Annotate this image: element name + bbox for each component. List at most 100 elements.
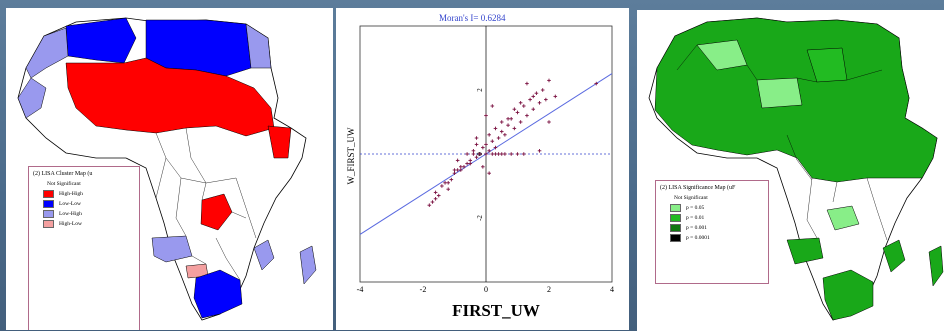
region-p05-central (826, 205, 860, 231)
legend-label: Not Significant (674, 195, 708, 201)
legend-swatch (670, 224, 681, 232)
x-tick-labels: -4 -2 0 2 4 (357, 285, 614, 294)
y-tick-label: 0 (476, 152, 484, 156)
legend-item-low-low: Low-Low (43, 199, 139, 209)
data-point (518, 120, 523, 124)
data-point (499, 152, 504, 156)
data-point (525, 81, 529, 86)
x-tick-label: -2 (420, 285, 427, 294)
data-point (594, 81, 599, 86)
data-point (496, 152, 501, 156)
legend-label: p = 0.01 (686, 215, 705, 221)
data-point (474, 142, 479, 147)
region-low-low-northwest (65, 17, 137, 64)
significance-legend: (2) LISA Significance Map (uF Not Signif… (655, 180, 769, 284)
data-point (522, 152, 526, 156)
data-point (515, 152, 520, 156)
data-point (459, 165, 463, 169)
data-point (474, 155, 479, 159)
data-point (468, 161, 473, 166)
data-point (518, 101, 523, 105)
data-point (553, 94, 558, 99)
data-point (531, 107, 536, 111)
region-south-green (786, 237, 824, 265)
data-point (462, 165, 466, 169)
significance-legend-title: (2) LISA Significance Map (uF (660, 185, 736, 191)
data-point (537, 101, 542, 105)
x-axis-label: FIRST_UW (452, 301, 540, 320)
data-points (427, 78, 599, 207)
legend-item-p05: p = 0.05 (670, 203, 768, 213)
region-high-high-sahel (65, 57, 275, 137)
data-point (503, 152, 507, 156)
legend-swatch (670, 204, 681, 212)
cluster-legend-title: (2) LISA Cluster Map (u (33, 171, 93, 177)
region-low-high-coast (17, 77, 47, 119)
data-point (490, 152, 495, 156)
chart-title: Moran's I= 0.6284 (439, 13, 506, 23)
data-point (474, 136, 479, 140)
legend-item-p0001: p = 0.0001 (670, 233, 768, 243)
data-point (531, 94, 536, 99)
moran-scatterplot: Moran's I= 0.6284 -4 -2 0 2 4 -2 0 2 W_FIRST_U… (346, 13, 614, 320)
data-point (465, 161, 469, 166)
data-point (487, 171, 491, 175)
cluster-legend: (2) LISA Cluster Map (u Not Significant … (28, 166, 140, 330)
region-low-high-south (151, 235, 193, 263)
data-point (427, 203, 432, 207)
lisa-cluster-map-panel: (2) LISA Cluster Map (u Not Significant … (6, 8, 333, 330)
region-madagascar (928, 245, 944, 287)
data-point (515, 110, 520, 115)
data-point (465, 152, 469, 156)
legend-label: Low-Low (59, 201, 81, 207)
data-point (471, 149, 476, 153)
legend-label: p = 0.001 (686, 225, 707, 231)
data-point (449, 177, 454, 182)
data-point (547, 78, 551, 83)
data-point (446, 181, 450, 185)
region-south-africa (822, 269, 874, 321)
legend-label: High-Low (59, 221, 82, 227)
data-point (547, 120, 551, 124)
x-tick-label: -4 (357, 285, 364, 294)
data-point (493, 152, 498, 156)
country-borders (676, 44, 888, 241)
region-low-high-egypt (245, 23, 272, 69)
cluster-map (17, 17, 317, 321)
data-point (490, 139, 495, 143)
x-tick-label: 0 (484, 285, 488, 294)
data-point (455, 158, 460, 163)
legend-swatch (43, 210, 54, 218)
data-point (452, 168, 457, 172)
data-point (484, 113, 488, 118)
data-point (471, 152, 476, 156)
region-p05-2 (756, 77, 803, 109)
region-high-high-central (200, 193, 233, 231)
data-point (537, 149, 542, 153)
data-point (512, 126, 517, 131)
data-point (452, 171, 457, 175)
y-tick-label: 2 (476, 88, 484, 92)
region-low-low-south (193, 269, 243, 319)
data-point (490, 104, 495, 108)
lisa-significance-map-panel: (2) LISA Significance Map (uF Not Signif… (637, 10, 944, 331)
region-low-high-east (253, 239, 275, 271)
data-point (525, 113, 529, 118)
data-point (433, 197, 438, 201)
legend-item-high-high: High-High (43, 189, 139, 199)
legend-item-p01: p = 0.01 (670, 213, 768, 223)
legend-label: High-High (59, 191, 83, 197)
data-point (506, 117, 510, 121)
legend-swatch (670, 234, 681, 242)
region-east-green (882, 239, 906, 273)
data-point (430, 200, 435, 204)
data-point (484, 152, 488, 156)
data-point (468, 158, 473, 163)
data-point (440, 184, 444, 188)
y-tick-label: -2 (476, 215, 484, 221)
legend-label: Low-High (59, 211, 82, 217)
data-point (496, 136, 501, 140)
legend-item-low-high: Low-High (43, 209, 139, 219)
data-point (503, 133, 507, 137)
legend-swatch (43, 200, 54, 208)
